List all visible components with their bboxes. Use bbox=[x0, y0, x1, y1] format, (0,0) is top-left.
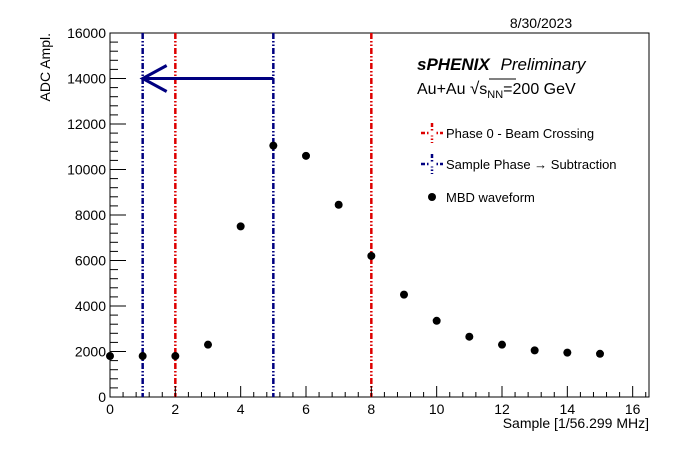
sqrt-symbol: √ bbox=[470, 79, 480, 98]
data-point bbox=[596, 349, 604, 358]
data-point bbox=[106, 352, 114, 361]
legend-label: Phase 0 - Beam Crossing bbox=[446, 126, 594, 141]
annotation-block: sPHENIX Preliminary Au+Au √sNN=200 GeV bbox=[417, 55, 587, 101]
y-tick-label: 14000 bbox=[67, 71, 106, 87]
data-point bbox=[563, 348, 572, 357]
y-tick-label: 12000 bbox=[67, 116, 106, 132]
y-tick-label: 16000 bbox=[67, 25, 106, 41]
s-subscript: NN bbox=[487, 89, 503, 101]
data-point bbox=[400, 290, 408, 299]
legend-label: MBD waveform bbox=[446, 190, 535, 205]
data-point bbox=[432, 316, 441, 325]
data-point bbox=[302, 151, 310, 160]
x-tick-label: 0 bbox=[106, 401, 114, 417]
x-tick-label: 16 bbox=[625, 401, 641, 417]
y-tick-label: 6000 bbox=[75, 253, 106, 269]
reference-lines bbox=[141, 33, 373, 397]
arrow-head bbox=[139, 64, 168, 93]
s-letter: s bbox=[479, 81, 487, 98]
legend: Phase 0 - Beam Crossing Sample Phase → Su… bbox=[421, 123, 617, 205]
date-label: 8/30/2023 bbox=[510, 15, 572, 31]
x-tick-label: 12 bbox=[494, 401, 510, 417]
y-tick-label: 10000 bbox=[67, 162, 106, 178]
x-tick-label: 8 bbox=[367, 401, 375, 417]
preliminary-label: Preliminary bbox=[500, 55, 587, 74]
data-point bbox=[530, 346, 539, 355]
legend-swatch-gap bbox=[429, 161, 435, 167]
y-tick-label: 8000 bbox=[75, 207, 106, 223]
y-tick-label: 2000 bbox=[75, 344, 106, 360]
data-point bbox=[367, 251, 376, 260]
x-tick-label: 4 bbox=[237, 401, 245, 417]
x-tick-label: 6 bbox=[302, 401, 310, 417]
y-tick-label: 0 bbox=[98, 389, 106, 405]
y-axis-label: ADC Ampl. bbox=[37, 33, 53, 101]
data-point bbox=[465, 332, 474, 341]
data-point bbox=[236, 222, 245, 231]
y-tick-label: 4000 bbox=[75, 298, 106, 314]
data-point bbox=[204, 340, 212, 349]
x-tick-label: 2 bbox=[171, 401, 179, 417]
subtraction-arrow bbox=[139, 64, 274, 93]
x-axis-ticks: 0 2 4 6 8 10 12 14 16 bbox=[106, 386, 647, 417]
energy-suffix: =200 GeV bbox=[503, 81, 576, 98]
legend-label: Sample Phase → Subtraction bbox=[446, 157, 617, 172]
data-points bbox=[106, 141, 604, 361]
data-point bbox=[498, 340, 506, 349]
system-prefix: Au+Au bbox=[417, 81, 470, 98]
experiment-title: sPHENIX Preliminary bbox=[417, 55, 587, 74]
data-point bbox=[334, 200, 343, 209]
x-tick-label: 10 bbox=[429, 401, 445, 417]
y-axis-ticks: 0 2000 4000 6000 8000 10000 12000 14000 16000 bbox=[67, 25, 126, 405]
legend-swatch-gap bbox=[429, 130, 435, 136]
x-tick-label: 14 bbox=[560, 401, 576, 417]
legend-marker-swatch bbox=[428, 193, 436, 201]
collision-system: Au+Au √sNN=200 GeV bbox=[417, 79, 576, 101]
data-point bbox=[269, 141, 278, 150]
plot-area: 0 2 4 6 8 10 12 14 16 0 2000 4000 6000 8000 10000 1200… bbox=[67, 25, 650, 417]
data-point bbox=[171, 352, 180, 361]
data-point bbox=[138, 352, 147, 361]
experiment-name: sPHENIX bbox=[417, 55, 491, 74]
x-axis-label: Sample [1/56.299 MHz] bbox=[503, 415, 649, 431]
